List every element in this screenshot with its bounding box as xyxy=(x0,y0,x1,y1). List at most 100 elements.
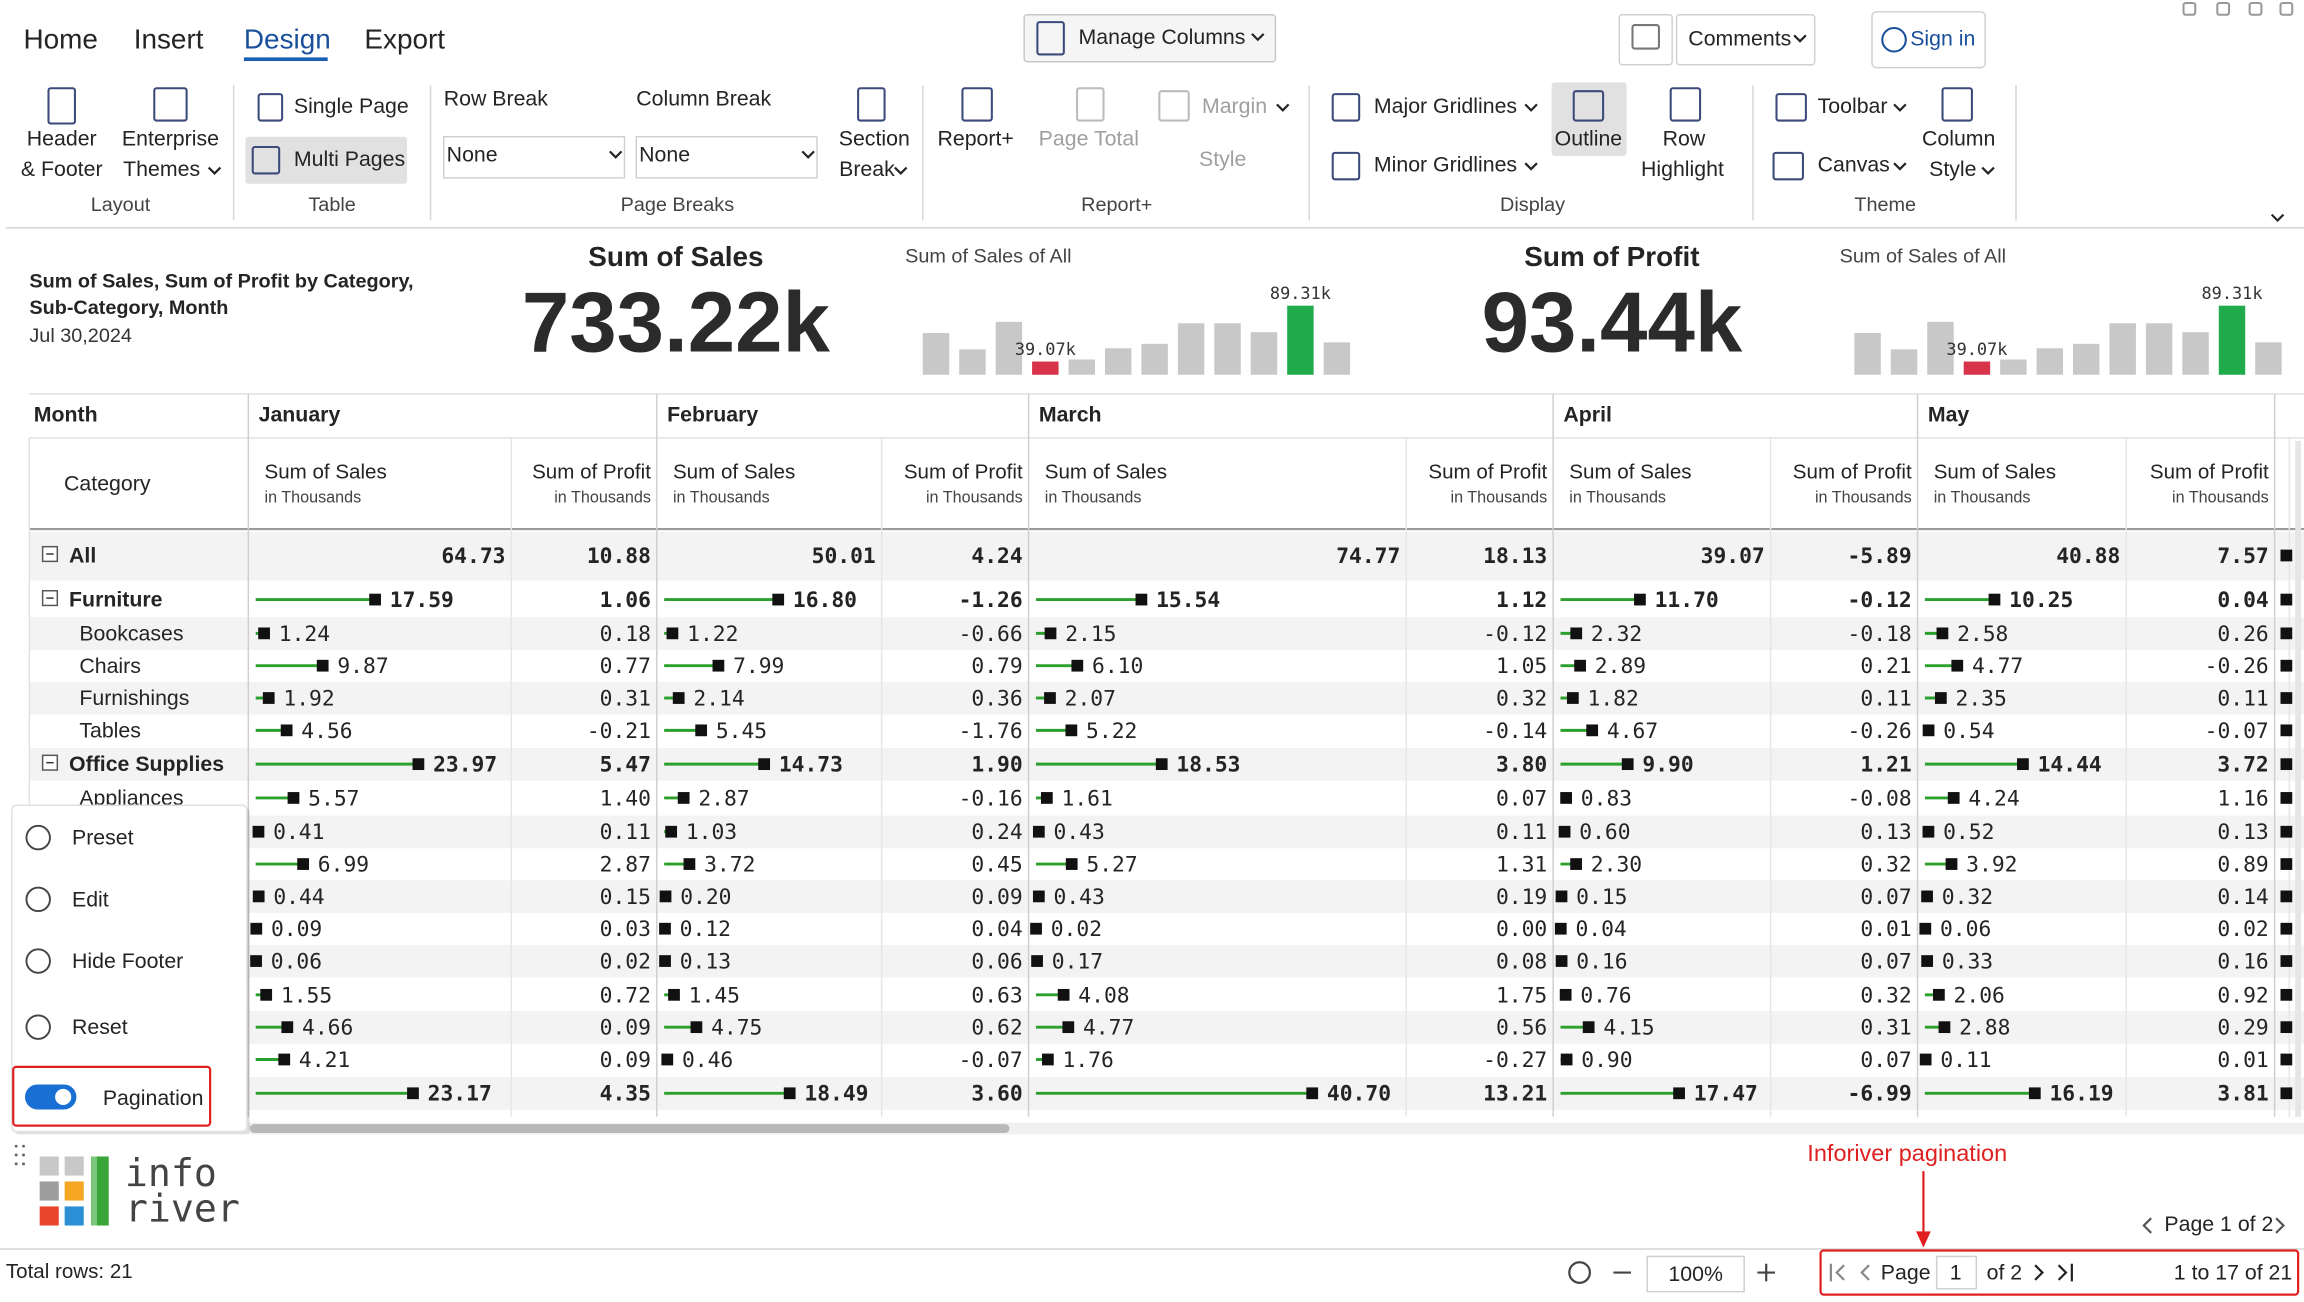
ribbon-button-label[interactable]: Toolbar xyxy=(1818,94,1888,118)
cell-value: 0.17 xyxy=(1052,950,1103,975)
spark-bar xyxy=(2145,323,2173,375)
ribbon-button-label[interactable]: Single Page xyxy=(294,94,409,118)
report-title: Sub-Category, Month xyxy=(29,297,228,319)
row-label: Office Supplies xyxy=(69,752,224,776)
cell-value: 0.18 xyxy=(600,622,651,647)
ribbon-button-label[interactable]: Row Break xyxy=(444,87,549,111)
cell-value: 0.07 xyxy=(1860,950,1911,975)
ribbon-tab[interactable]: Design xyxy=(244,24,331,55)
ribbon-button-label[interactable]: Margin xyxy=(1202,94,1267,118)
lollipop-head xyxy=(1947,792,1960,804)
ribbon-button-label[interactable]: & Footer xyxy=(21,157,103,181)
ribbon-button-label[interactable]: Canvas xyxy=(1818,153,1890,177)
spark-bar xyxy=(1068,359,1095,375)
spark-bar xyxy=(995,321,1023,375)
menu-item[interactable]: Hide Footer xyxy=(72,949,183,973)
measure-unit: in Thousands xyxy=(2172,488,2269,506)
chevron-icon xyxy=(1524,103,1538,112)
ribbon-tab[interactable]: Insert xyxy=(134,24,204,55)
ribbon-button-label[interactable]: Break xyxy=(839,157,895,181)
ribbon-button-label[interactable]: Header xyxy=(27,126,97,150)
cell-value: 0.76 xyxy=(1580,983,1631,1008)
spark-bar xyxy=(922,333,950,375)
ribbon-button-label[interactable]: Highlight xyxy=(1641,157,1724,181)
ribbon-button-label[interactable]: Style xyxy=(1199,147,1246,171)
spark-bar xyxy=(2218,305,2246,375)
cell-value: 0.24 xyxy=(971,820,1022,845)
partial-column-bar xyxy=(2280,1021,2293,1034)
ribbon-button-label[interactable]: Major Gridlines xyxy=(1374,94,1517,118)
measure-header: Sum of Profit xyxy=(1793,461,1912,484)
comments-button[interactable] xyxy=(1675,14,1816,66)
ribbon-tab[interactable]: Home xyxy=(24,24,98,55)
chevron-icon xyxy=(2270,213,2285,223)
ribbon-icon xyxy=(857,87,886,122)
dropdown[interactable] xyxy=(443,135,626,179)
ribbon-button-label[interactable]: Section xyxy=(839,126,910,150)
ribbon-tab[interactable]: Export xyxy=(364,24,445,55)
scrollbar-thumb[interactable] xyxy=(249,1124,1010,1133)
menu-item[interactable]: Edit xyxy=(72,887,109,911)
ribbon-button-label[interactable]: Report+ xyxy=(937,126,1013,150)
ribbon-button-label[interactable]: Minor Gridlines xyxy=(1374,153,1517,177)
sign-in-button[interactable] xyxy=(1871,11,1986,69)
ribbon-button-label[interactable]: Themes xyxy=(123,157,200,181)
chevron-icon xyxy=(801,150,815,159)
month-header: February xyxy=(667,403,758,427)
partial-column-bar xyxy=(2280,627,2293,640)
cell-value: -0.66 xyxy=(959,622,1023,647)
cell-value: 2.30 xyxy=(1591,853,1642,878)
cell-value: 50.01 xyxy=(812,544,876,569)
partial-column-bar xyxy=(2280,825,2293,838)
cell-value: 1.16 xyxy=(2217,786,2268,811)
partial-column-bar xyxy=(2280,593,2293,606)
ribbon-button-label[interactable]: Style xyxy=(1929,157,1976,181)
ribbon-button-label[interactable]: Enterprise xyxy=(122,126,219,150)
ribbon-button-label[interactable]: Column xyxy=(1922,126,1995,150)
kpi-label: Sum of Profit xyxy=(1524,241,1699,272)
page-input[interactable] xyxy=(1935,1255,1978,1290)
cell-value: 0.77 xyxy=(600,654,651,679)
cell-value: 0.07 xyxy=(1496,786,1547,811)
spark-bar xyxy=(1890,349,1918,375)
ribbon-button-label[interactable]: Column Break xyxy=(636,87,771,111)
lollipop-head xyxy=(1044,627,1057,640)
lollipop-head xyxy=(1057,988,1070,1001)
cell-value: 3.72 xyxy=(704,853,755,878)
data-label: 39.07k xyxy=(1946,339,2007,359)
cell-value: 18.53 xyxy=(1176,753,1240,778)
zoom-box[interactable] xyxy=(1646,1255,1745,1293)
button-label: Sign in xyxy=(1910,26,1975,50)
cell-value: 1.21 xyxy=(1860,753,1911,778)
menu-item[interactable]: Reset xyxy=(72,1015,128,1039)
menu-item[interactable]: Pagination xyxy=(103,1086,204,1110)
cell-value: 0.02 xyxy=(1051,917,1102,942)
ribbon-button-label[interactable]: Row xyxy=(1663,126,1706,150)
menu-item[interactable]: Preset xyxy=(72,826,134,850)
chevron-icon xyxy=(1524,162,1538,171)
cell-value: 4.24 xyxy=(1968,786,2019,811)
lollipop-head xyxy=(1071,659,1084,672)
ribbon-button-label[interactable]: Page Total xyxy=(1039,126,1139,150)
cell-value: 0.52 xyxy=(1943,820,1994,845)
dropdown[interactable] xyxy=(635,135,818,179)
lollipop-head xyxy=(712,659,725,672)
ribbon-button-label[interactable]: Outline xyxy=(1555,126,1622,150)
cell-value: 9.87 xyxy=(337,654,388,679)
ribbon-icon xyxy=(257,93,284,122)
cell-value: 5.47 xyxy=(600,753,651,778)
page-summary: Page 1 of 2 xyxy=(2164,1212,2273,1236)
ribbon-button-label[interactable]: Multi Pages xyxy=(294,147,405,171)
measure-unit: in Thousands xyxy=(1569,488,1666,506)
cell-value: 0.09 xyxy=(600,1016,651,1041)
cell-value: 0.02 xyxy=(2217,917,2268,942)
add-comment-button[interactable] xyxy=(1618,14,1673,66)
spark-bar xyxy=(1854,333,1881,375)
menu-icon xyxy=(25,886,51,913)
settings-icon[interactable] xyxy=(1568,1261,1591,1284)
lollipop-head xyxy=(252,890,265,903)
lollipop-head xyxy=(278,1053,291,1066)
manage-columns-button[interactable] xyxy=(1023,14,1277,63)
cell-value: 74.77 xyxy=(1336,544,1400,569)
lollipop-head xyxy=(258,627,270,640)
